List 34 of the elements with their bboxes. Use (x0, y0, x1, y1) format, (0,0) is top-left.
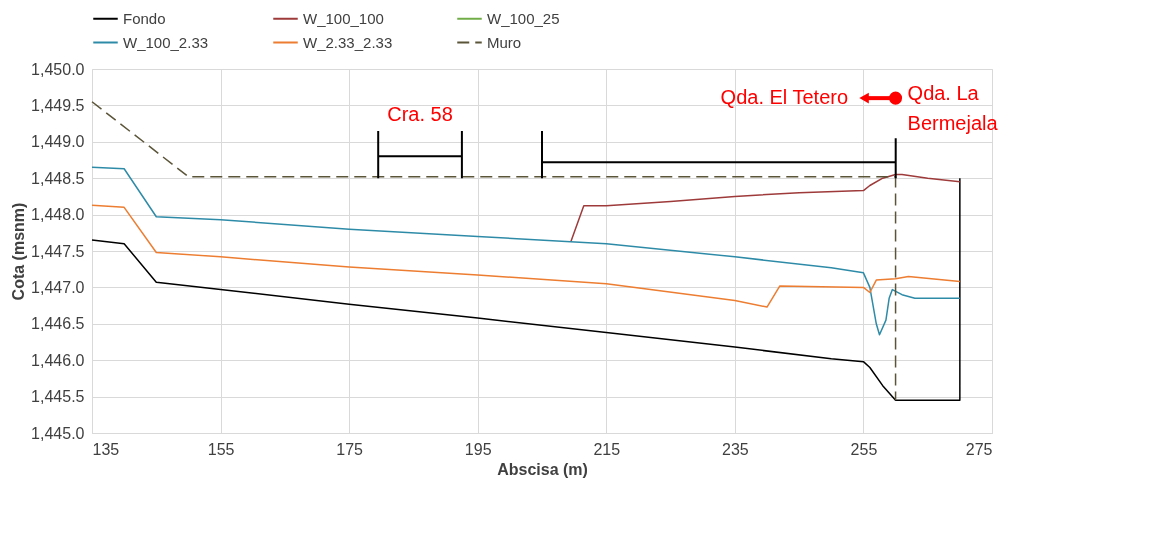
x-tick-label: 275 (965, 440, 993, 458)
y-tick-label: 1,445.5 (31, 388, 85, 406)
annotation: Cra. 58 (387, 102, 453, 125)
y-tick-label: 1,449.0 (31, 133, 85, 151)
y-tick-label: 1,449.5 (31, 96, 85, 114)
y-tick-label: 1,447.0 (31, 278, 85, 296)
line-series (91, 204, 961, 308)
annotation: Qda. La Bermejala (907, 82, 999, 135)
line-series (570, 173, 961, 243)
y-tick-label: 1,448.5 (31, 169, 85, 187)
x-axis-title: Abscisa (m) (497, 460, 588, 478)
y-tick-label: 1,447.5 (31, 242, 85, 260)
x-tick-label: 235 (722, 440, 749, 458)
y-tick-label: 1,446.5 (31, 315, 85, 333)
x-tick-label: 255 (850, 440, 878, 458)
x-tick-label: 135 (92, 440, 120, 458)
line-series (91, 166, 961, 336)
legend-label: W_2.33_2.33 (303, 33, 393, 51)
y-tick-label: 1,445.0 (31, 424, 85, 442)
y-tick-label: 1,446.0 (31, 351, 85, 369)
legend-label: Fondo (123, 9, 166, 27)
legend-label: W_100_25 (487, 9, 560, 27)
line-series (91, 177, 961, 401)
annotation: Qda. El Tetero (720, 86, 849, 109)
x-tick-label: 155 (207, 440, 235, 458)
x-tick-label: 215 (593, 440, 621, 458)
y-axis-title: Cota (msnm) (10, 202, 28, 301)
legend-label: Muro (487, 33, 522, 51)
x-tick-label: 175 (336, 440, 364, 458)
y-tick-label: 1,448.0 (31, 206, 85, 224)
y-tick-label: 1,450.0 (31, 60, 85, 78)
x-tick-label: 195 (464, 440, 492, 458)
legend-label: W_100_2.33 (123, 33, 209, 51)
legend-label: W_100_100 (303, 9, 384, 27)
